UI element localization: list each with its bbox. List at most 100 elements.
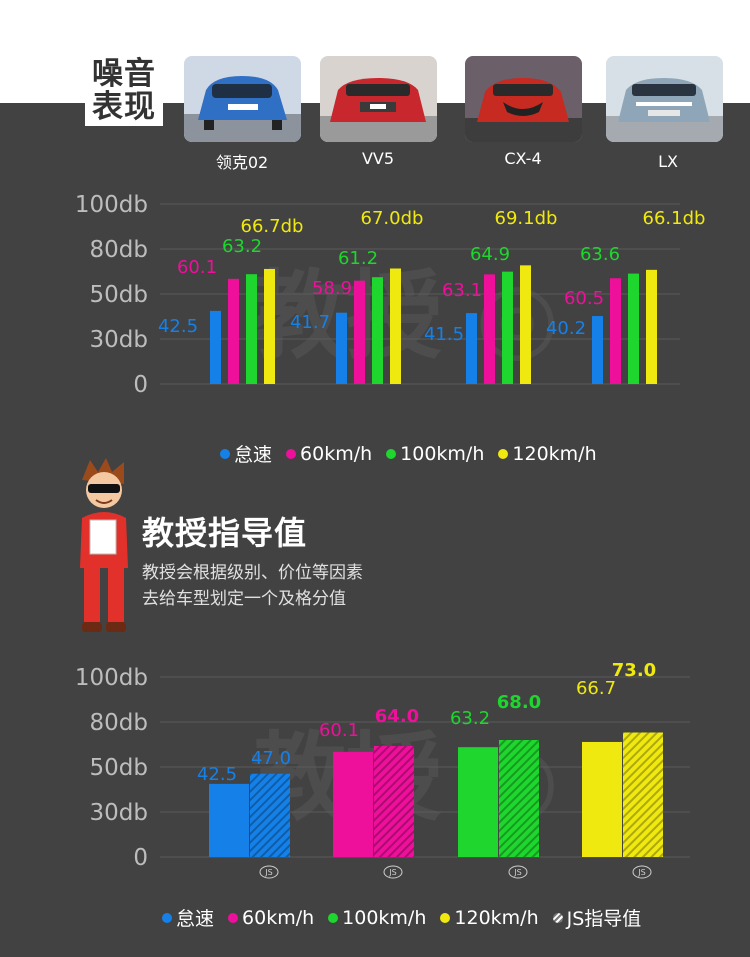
car-name-lynk02: 领克02 bbox=[215, 153, 269, 172]
legend2-120: 120km/h bbox=[440, 906, 539, 929]
car-photo-vv5 bbox=[320, 56, 437, 142]
bar bbox=[466, 313, 477, 384]
js-bar bbox=[499, 740, 539, 857]
y-tick-label: 100db bbox=[75, 665, 148, 691]
js-tag-outline bbox=[632, 865, 652, 879]
y-tick-label: 80db bbox=[90, 237, 148, 263]
car-photo-lynk02 bbox=[184, 56, 301, 142]
legend2-js: JS指导值 bbox=[552, 904, 641, 931]
bar bbox=[502, 271, 513, 384]
legend-idle-dot bbox=[220, 448, 230, 459]
bar bbox=[333, 751, 373, 857]
legend-60-dot bbox=[286, 448, 297, 459]
legend2-100-dot bbox=[328, 912, 339, 923]
bar bbox=[628, 273, 639, 384]
legend2-100: 100km/h bbox=[328, 907, 426, 929]
section-title-badge: 噪音 表现 bbox=[85, 56, 163, 126]
professor-illustration bbox=[80, 458, 128, 632]
legend-100: 100km/h bbox=[386, 443, 484, 465]
legend-idle-label: 怠速 bbox=[234, 444, 273, 466]
y-tick-label: 30db bbox=[90, 327, 148, 353]
js-tag-outline bbox=[259, 865, 279, 879]
data-label: 66.1db bbox=[643, 208, 706, 229]
data-label: 41.7 bbox=[290, 312, 330, 333]
professor-description: 教授会根据级别、价位等因素 去给车型划定一个及格分值 bbox=[142, 560, 442, 612]
legend2-120-label: 120km/h bbox=[454, 906, 539, 929]
legend2-idle-dot bbox=[162, 912, 172, 923]
js-bar bbox=[623, 732, 663, 857]
y-tick-label: 50db bbox=[90, 755, 148, 781]
data-label: 41.5 bbox=[424, 324, 464, 345]
js-data-label: 68.0 bbox=[497, 692, 541, 713]
legend2-60-dot bbox=[228, 912, 239, 923]
legend-chart2: 怠速 60km/h 100km/h 120km/h JS指导值 bbox=[162, 904, 655, 931]
car-name-lx: LX bbox=[658, 152, 678, 171]
y-tick-label: 100db bbox=[75, 192, 148, 218]
legend-60: 60km/h bbox=[286, 443, 372, 465]
legend-100-dot bbox=[386, 448, 397, 459]
y-tick-label: 30db bbox=[90, 800, 148, 826]
legend-120-label: 120km/h bbox=[512, 442, 597, 465]
legend-100-label: 100km/h bbox=[400, 442, 485, 465]
js-data-label: 73.0 bbox=[612, 660, 656, 681]
car-name-cx4: CX-4 bbox=[504, 149, 542, 168]
professor-title: 教授指导值 bbox=[142, 514, 308, 552]
data-label: 64.9 bbox=[470, 244, 510, 265]
bar bbox=[458, 747, 498, 857]
legend2-100-label: 100km/h bbox=[342, 906, 427, 929]
car-photo-lx bbox=[606, 56, 723, 142]
y-tick-label: 80db bbox=[90, 710, 148, 736]
professor-desc-line1: 教授会根据级别、价位等因素 bbox=[142, 563, 363, 583]
data-label: 60.1 bbox=[177, 257, 217, 278]
legend-120-dot bbox=[498, 448, 509, 459]
section-title-line2: 表现 bbox=[92, 89, 156, 125]
data-label: 60.5 bbox=[564, 288, 604, 309]
js-tag-label: JS bbox=[513, 868, 521, 877]
bar bbox=[354, 280, 365, 384]
legend2-120-dot bbox=[440, 912, 451, 923]
section-title-line1: 噪音 bbox=[92, 56, 156, 92]
legend2-js-dot bbox=[552, 912, 563, 923]
bar bbox=[610, 278, 621, 384]
y-tick-label: 50db bbox=[90, 282, 148, 308]
car-photo-cx4 bbox=[465, 56, 582, 142]
data-label: 58.9 bbox=[312, 278, 352, 299]
data-label: 61.2 bbox=[338, 248, 378, 269]
js-tag-label: JS bbox=[388, 868, 396, 877]
noise-chart: 100db 80db 50db 30db 0 42.5 41.7 41.5 40.2 60.1 58… bbox=[75, 192, 706, 398]
data-label: 63.1 bbox=[442, 280, 482, 301]
legend-120: 120km/h bbox=[498, 442, 597, 465]
legend2-60-label: 60km/h bbox=[242, 906, 315, 929]
bar bbox=[246, 274, 257, 384]
professor-desc-line2: 去给车型划定一个及格分值 bbox=[142, 589, 346, 609]
legend2-60: 60km/h bbox=[228, 907, 314, 929]
guide-chart: 100db 80db 50db 30db 0 42.5 60.1 63.2 66.7 47.0 JS… bbox=[75, 660, 690, 879]
legend2-idle-label: 怠速 bbox=[176, 908, 215, 930]
bar bbox=[210, 310, 221, 384]
bar bbox=[646, 269, 657, 384]
bar bbox=[228, 278, 239, 384]
bar bbox=[390, 268, 401, 384]
y-tick-label: 0 bbox=[133, 372, 148, 398]
data-label: 42.5 bbox=[197, 764, 237, 785]
js-data-label: 64.0 bbox=[375, 706, 419, 727]
bar bbox=[484, 274, 495, 384]
data-label: 63.6 bbox=[580, 244, 620, 265]
js-data-label: 47.0 bbox=[251, 748, 291, 769]
js-tag-label: JS bbox=[264, 868, 272, 877]
data-label: 69.1db bbox=[495, 208, 558, 229]
legend-chart1: 怠速 60km/h 100km/h 120km/h bbox=[220, 440, 611, 467]
js-bar bbox=[374, 746, 414, 857]
legend2-idle: 怠速 bbox=[162, 904, 214, 931]
js-bar bbox=[250, 773, 290, 857]
js-tag-outline bbox=[383, 865, 403, 879]
bar bbox=[592, 316, 603, 384]
bar bbox=[372, 277, 383, 384]
js-tag-outline bbox=[508, 865, 528, 879]
bar bbox=[264, 268, 275, 384]
legend-idle: 怠速 bbox=[220, 440, 272, 467]
data-label: 66.7db bbox=[241, 216, 304, 237]
legend-60-label: 60km/h bbox=[300, 442, 373, 465]
y-tick-label: 0 bbox=[133, 845, 148, 871]
bar bbox=[209, 783, 249, 857]
